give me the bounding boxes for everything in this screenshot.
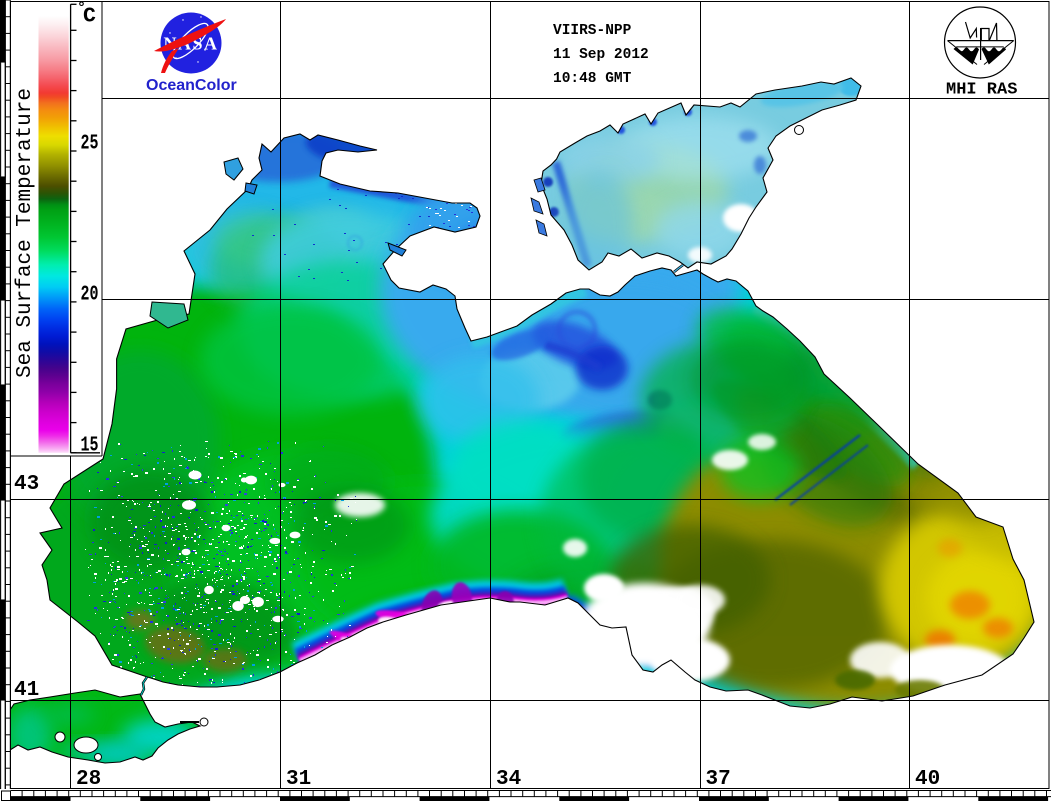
svg-text:20: 20 — [81, 284, 99, 307]
svg-text:43: 43 — [14, 473, 39, 496]
svg-text:11 Sep 2012: 11 Sep 2012 — [553, 47, 649, 63]
svg-text:°: ° — [77, 0, 86, 17]
svg-text:10:48 GMT: 10:48 GMT — [553, 71, 632, 87]
svg-text:15: 15 — [81, 435, 99, 458]
svg-text:28: 28 — [76, 768, 101, 791]
svg-text:25: 25 — [81, 133, 99, 156]
svg-text:MHI RAS: MHI RAS — [946, 81, 1017, 100]
svg-text:41: 41 — [14, 679, 39, 702]
svg-text:NASA: NASA — [163, 34, 218, 54]
svg-text:37: 37 — [706, 768, 731, 791]
svg-text:40: 40 — [915, 768, 940, 791]
svg-text:VIIRS-NPP: VIIRS-NPP — [553, 23, 632, 39]
svg-text:C: C — [83, 5, 96, 29]
svg-text:34: 34 — [496, 768, 521, 791]
svg-text:Sea Surface Temperature: Sea Surface Temperature — [14, 88, 37, 378]
svg-text:OceanColor: OceanColor — [146, 77, 237, 94]
svg-text:31: 31 — [286, 768, 311, 791]
